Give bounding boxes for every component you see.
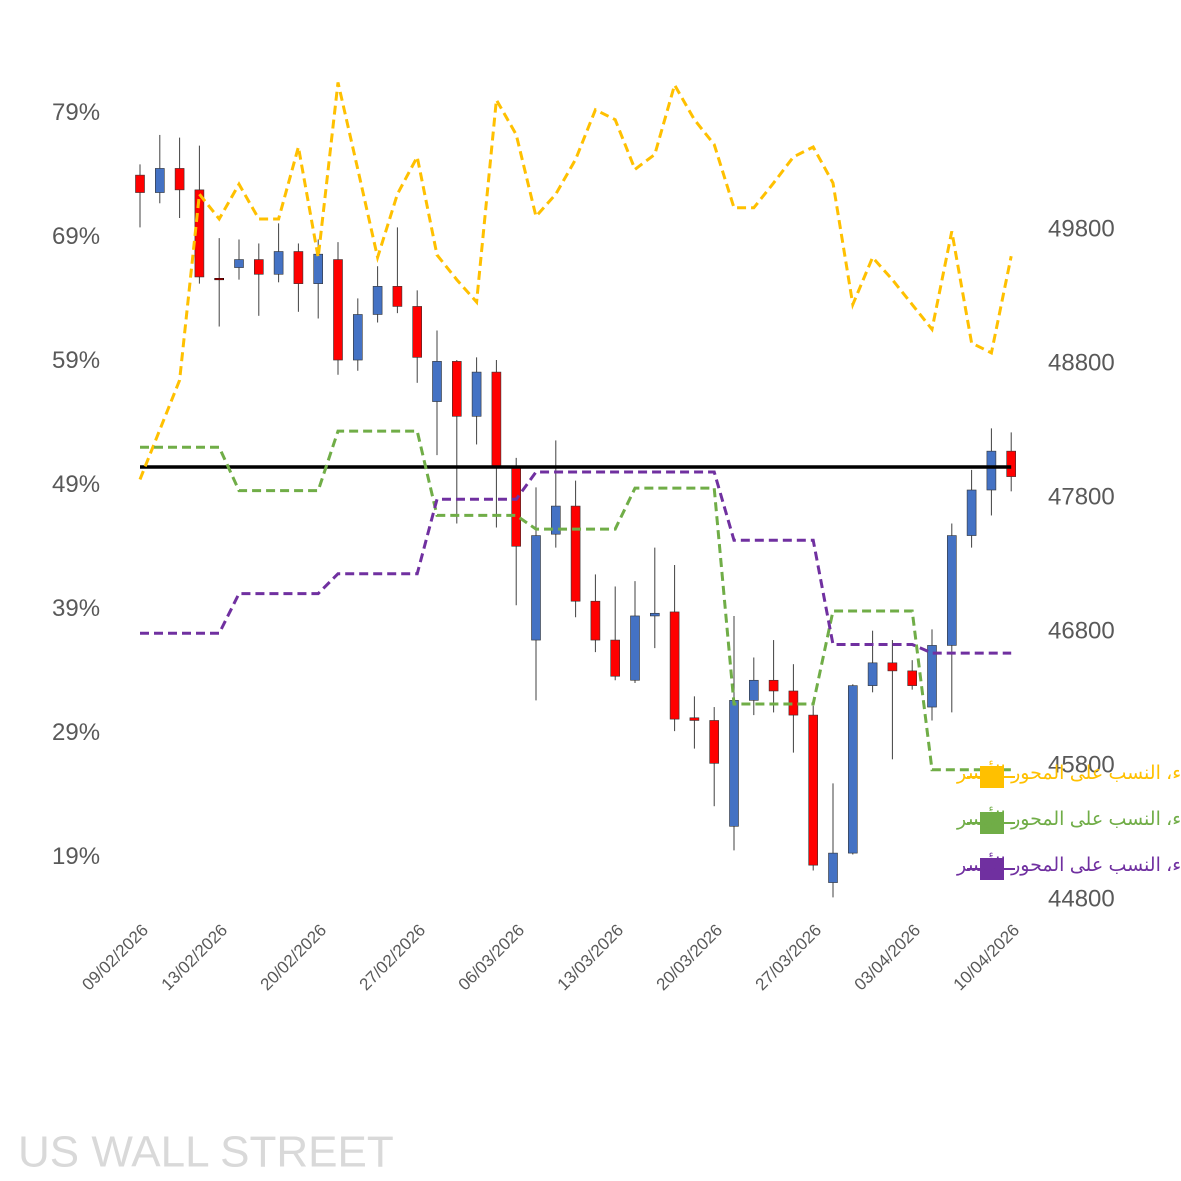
legend-swatch: [980, 812, 1004, 834]
y2-tick-label: 45800: [1048, 751, 1115, 778]
candle-body: [471, 371, 482, 417]
y-tick-label: 19%: [52, 843, 100, 870]
series-line: [140, 470, 1012, 655]
candle-body: [927, 645, 937, 708]
candle-body: [808, 714, 819, 866]
candle-body: [135, 174, 145, 193]
candle-body: [313, 253, 324, 284]
candle-body: [748, 679, 759, 701]
candle-body: [570, 505, 581, 602]
candle-body: [847, 685, 858, 854]
candle-body: [155, 168, 165, 193]
y-tick-label: 49%: [52, 471, 100, 498]
legend-swatch: [980, 766, 1004, 788]
candle-body: [709, 720, 720, 764]
candle-body: [729, 700, 739, 827]
candle-body: [867, 662, 878, 686]
candle-body: [966, 489, 977, 536]
y-tick-label: 59%: [52, 347, 100, 374]
series-line: [140, 429, 1012, 772]
candle-body: [887, 662, 898, 672]
candle-body: [254, 259, 264, 275]
candle-body: [511, 465, 522, 547]
y-tick-label: 29%: [52, 719, 100, 746]
candle-body: [392, 286, 403, 307]
candle-body: [550, 505, 561, 535]
candle-body: [293, 251, 304, 284]
candle-body: [531, 535, 541, 641]
candle-body: [412, 306, 423, 358]
y2-tick-label: 46800: [1048, 617, 1115, 644]
candle-body: [986, 450, 997, 491]
candle-body: [273, 251, 284, 275]
candle-body: [491, 371, 502, 467]
y2-tick-label: 47800: [1048, 483, 1115, 510]
candle-body: [649, 612, 660, 617]
candle-body: [689, 717, 700, 721]
candle-body: [630, 615, 640, 681]
watermark: US WALL STREET: [18, 1128, 394, 1177]
legend-label: توجه عملاء، نسبة الشراء، النسب على المحو…: [956, 761, 1181, 784]
legend-label: توجه صناديق الرفع المالي، نسبة الشراء، ا…: [956, 853, 1181, 876]
candle-body: [590, 600, 601, 641]
candle-body: [174, 168, 185, 191]
legend-label: توجه المؤسسات، نسبة الشراء، النسب على ال…: [956, 807, 1181, 830]
candle-body: [372, 286, 383, 315]
y-tick-label: 39%: [52, 595, 100, 622]
y2-tick-label: 48800: [1048, 349, 1115, 376]
candle-body: [669, 611, 680, 720]
series-line: [138, 81, 1013, 481]
candle-body: [234, 259, 244, 268]
candle-body: [768, 679, 779, 692]
y-tick-label: 69%: [52, 223, 100, 250]
y2-tick-label: 44800: [1048, 885, 1115, 912]
candle-body: [432, 361, 442, 402]
legend-swatch: [980, 858, 1004, 880]
candle-body: [451, 361, 462, 417]
candle-body: [333, 259, 343, 361]
y2-tick-label: 49800: [1048, 215, 1115, 242]
candle-body: [1006, 450, 1017, 477]
candle-body: [352, 314, 363, 361]
candle-body: [610, 639, 621, 677]
candle-body: [214, 278, 224, 281]
candle-body: [828, 852, 838, 883]
candle-body: [946, 535, 957, 646]
candle-body: [907, 670, 918, 686]
y-tick-label: 79%: [52, 99, 100, 126]
